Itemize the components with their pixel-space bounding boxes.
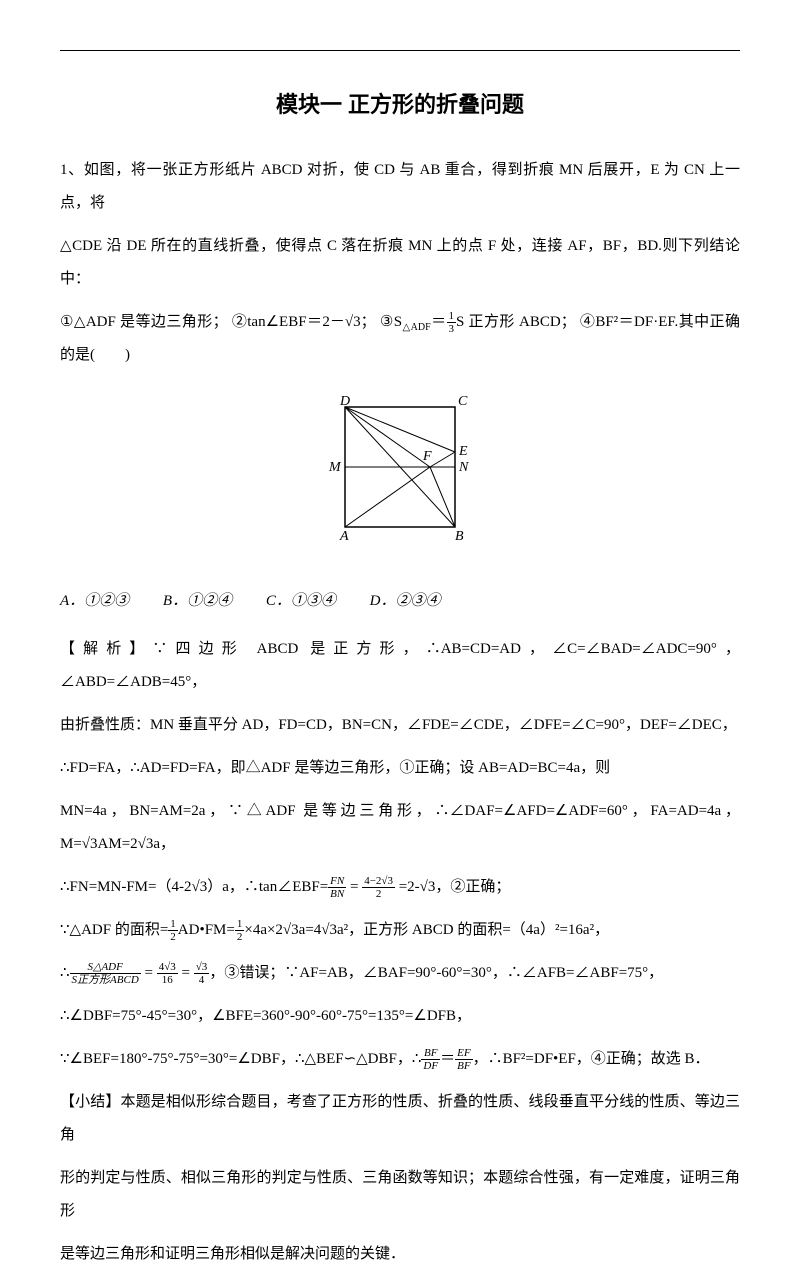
summary-3: 是等边三角形和证明三角形相似是解决问题的关键．: [60, 1238, 740, 1271]
s7-post: ，③错误；∵AF=AB，∠BAF=90°-60°=30°，∴∠AFB=∠ABF=…: [209, 965, 663, 981]
square-fold-svg: D C M N E F A B: [315, 387, 485, 557]
s7-f3: √34: [194, 961, 210, 986]
s7-pre: ∴: [60, 965, 70, 981]
svg-text:F: F: [422, 449, 432, 464]
summary-1: 【小结】本题是相似形综合题目，考查了正方形的性质、折叠的性质、线段垂直平分线的性…: [60, 1086, 740, 1152]
s5-post: =2-√3，②正确；: [395, 879, 510, 895]
s6-pre: ∵△ADF 的面积=: [60, 922, 168, 938]
question-line2: △CDE 沿 DE 所在的直线折叠，使得点 C 落在折痕 MN 上的点 F 处，…: [60, 230, 740, 296]
s5-pre: ∴FN=MN-FM=（4-2√3）a，∴tan∠EBF=: [60, 879, 328, 895]
s6-mid2: ×4a×2√3a=4√3a²，正方形 ABCD 的面积=（4a）²=16a²，: [244, 922, 609, 938]
question-line1: 1、如图，将一张正方形纸片 ABCD 对折，使 CD 与 AB 重合，得到折痕 …: [60, 154, 740, 220]
svg-text:N: N: [458, 460, 469, 475]
s6-f1: 12: [168, 918, 178, 943]
s5-frac2: 4−2√32: [362, 875, 395, 900]
stmt-3-pre: ③S: [380, 314, 402, 330]
q-text-1: 1、如图，将一张正方形纸片 ABCD 对折，使 CD 与 AB 重合，得到折痕 …: [60, 162, 740, 211]
s7-f2: 4√316: [157, 961, 178, 986]
svg-text:A: A: [339, 529, 349, 544]
s9-post: ，∴BF²=DF•EF，④正确；故选 B．: [473, 1051, 710, 1067]
sol-5: ∴FN=MN-FM=（4-2√3）a，∴tan∠EBF=FNBN = 4−2√3…: [60, 871, 740, 904]
sol-7: ∴S△ADFS正方形ABCD = 4√316 = √34，③错误；∵AF=AB，…: [60, 957, 740, 990]
geometry-figure: D C M N E F A B: [60, 387, 740, 570]
svg-text:E: E: [458, 444, 468, 459]
s6-f2: 12: [235, 918, 245, 943]
s9-pre: ∵∠BEF=180°-75°-75°=30°=∠DBF，∴△BEF∽△DBF，∴: [60, 1051, 421, 1067]
statements: ①△ADF 是等边三角形； ②tan∠EBF＝2－√3； ③S△ADF＝13S …: [60, 306, 740, 372]
stmt-3-sub: △ADF: [402, 322, 431, 333]
s7-f1: S△ADFS正方形ABCD: [70, 961, 141, 986]
option-a: A．①②③: [60, 593, 129, 609]
sol-8: ∴∠DBF=75°-45°=30°，∠BFE=360°-90°-60°-75°=…: [60, 1000, 740, 1033]
svg-text:D: D: [339, 394, 350, 409]
s9-f1: BFDF: [421, 1047, 440, 1072]
sol-2: 由折叠性质：MN 垂直平分 AD，FD=CD，BN=CN，∠FDE=∠CDE，∠…: [60, 709, 740, 742]
s9-eq: ＝: [440, 1051, 455, 1067]
s6-mid1: AD•FM=: [178, 922, 235, 938]
stmt-1: ①△ADF 是等边三角形；: [60, 314, 228, 330]
stmt-2: ②tan∠EBF＝2－√3；: [232, 314, 376, 330]
svg-text:B: B: [455, 529, 464, 544]
sol-9: ∵∠BEF=180°-75°-75°=30°=∠DBF，∴△BEF∽△DBF，∴…: [60, 1043, 740, 1076]
stmt-3-eq: ＝: [431, 314, 447, 330]
sol-3: ∴FD=FA，∴AD=FD=FA，即△ADF 是等边三角形，①正确；设 AB=A…: [60, 752, 740, 785]
option-c: C．①③④: [266, 593, 336, 609]
answer-options: A．①②③ B．①②④ C．①③④ D．②③④: [60, 585, 740, 618]
stmt-3-post: S 正方形 ABCD；: [456, 314, 576, 330]
s7-eq1: =: [141, 965, 157, 981]
sol-1: 【解析】∵四边形 ABCD 是正方形，∴AB=CD=AD，∠C=∠BAD=∠AD…: [60, 633, 740, 699]
svg-text:C: C: [458, 394, 468, 409]
svg-text:M: M: [328, 460, 342, 475]
option-d: D．②③④: [370, 593, 441, 609]
s5-mid: =: [346, 879, 362, 895]
stmt-3-frac: 13: [447, 310, 457, 335]
s5-frac1: FNBN: [328, 875, 346, 900]
s9-f2: EFBF: [455, 1047, 472, 1072]
module-title: 模块一 正方形的折叠问题: [60, 81, 740, 129]
option-b: B．①②④: [163, 593, 232, 609]
q-text-2: △CDE 沿 DE 所在的直线折叠，使得点 C 落在折痕 MN 上的点 F 处，…: [60, 238, 740, 287]
sol-6: ∵△ADF 的面积=12AD•FM=12×4a×2√3a=4√3a²，正方形 A…: [60, 914, 740, 947]
header-rule: [60, 50, 740, 51]
summary-2: 形的判定与性质、相似三角形的判定与性质、三角函数等知识；本题综合性强，有一定难度…: [60, 1162, 740, 1228]
s7-eq2: =: [178, 965, 194, 981]
sol-4: MN=4a，BN=AM=2a，∵△ADF 是等边三角形，∴∠DAF=∠AFD=∠…: [60, 795, 740, 861]
